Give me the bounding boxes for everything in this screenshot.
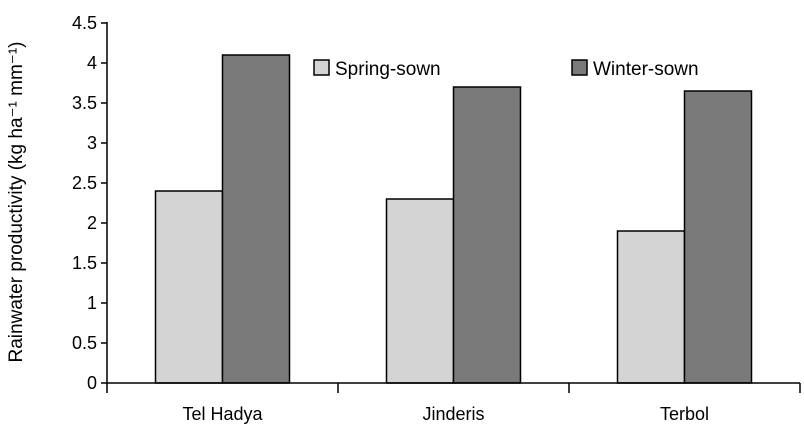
y-tick-label: 1 <box>87 293 97 313</box>
legend-swatch <box>313 59 330 76</box>
y-ticks-layer: 0 0.5 1 1.5 2 2.5 3 3.5 4 4.5 <box>72 13 107 393</box>
y-tick-label: 0.5 <box>72 333 97 353</box>
legend-label: Spring-sown <box>335 59 441 80</box>
y-axis-label: Rainwater productivity (kg ha⁻¹ mm⁻¹) <box>6 42 27 363</box>
y-tick-label: 0 <box>87 373 97 393</box>
axes-layer <box>106 22 800 384</box>
x-ticks-layer: Tel Hadya Jinderis Terbol <box>106 383 801 424</box>
y-tick-label: 3.5 <box>72 93 97 113</box>
y-tick-label: 3 <box>87 133 97 153</box>
y-tick-label: 2 <box>87 213 97 233</box>
bar-terbol-spring-sown <box>616 230 686 384</box>
y-tick-label: 1.5 <box>72 253 97 273</box>
legend-label: Winter-sown <box>593 59 699 80</box>
y-axis-label-group: Rainwater productivity (kg ha⁻¹ mm⁻¹) <box>6 42 27 363</box>
x-tick-label: Tel Hadya <box>182 404 263 424</box>
x-tick-label: Jinderis <box>422 404 484 424</box>
bar-terbol-winter-sown <box>683 90 753 384</box>
x-tick-label: Terbol <box>660 404 709 424</box>
y-tick-label: 2.5 <box>72 173 97 193</box>
y-tick-label: 4 <box>87 53 97 73</box>
bar-jinderis-winter-sown <box>452 86 522 384</box>
bar-tel-hadya-spring-sown <box>154 190 224 384</box>
bar-jinderis-spring-sown <box>385 198 455 384</box>
legend: Spring-sown Winter-sown <box>313 59 699 80</box>
y-tick-label: 4.5 <box>72 13 97 33</box>
bar-tel-hadya-winter-sown <box>221 54 291 384</box>
bars-layer <box>154 54 753 384</box>
legend-swatch <box>571 59 588 76</box>
